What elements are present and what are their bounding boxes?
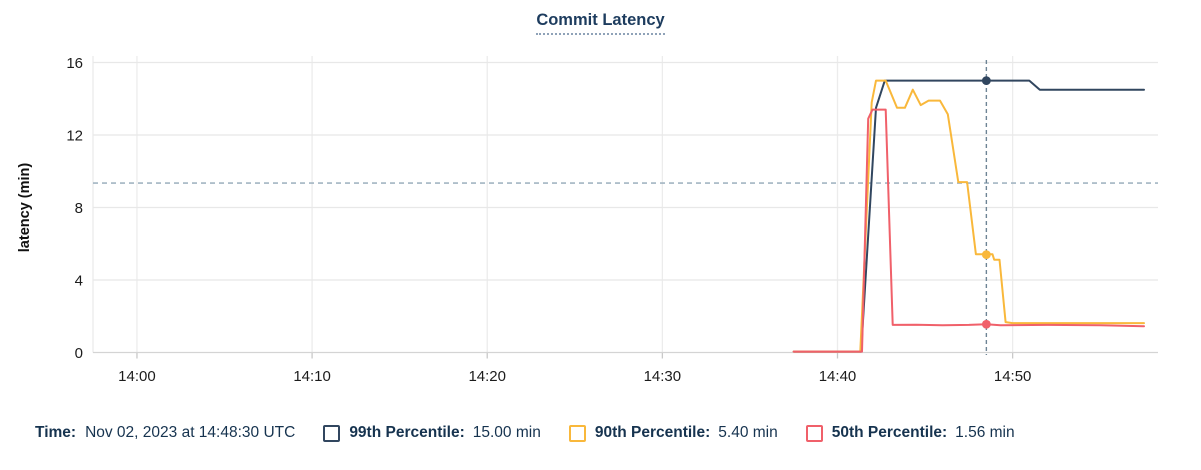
- legend-swatch-90th-icon: [568, 424, 586, 442]
- series-line-50th-percentile: [792, 108, 1145, 353]
- chart-title[interactable]: Commit Latency: [536, 11, 665, 35]
- y-tick-label: 4: [75, 273, 83, 290]
- legend-value-50th: 1.56 min: [955, 424, 1015, 441]
- legend-label-90th: 90th Percentile:: [594, 424, 711, 441]
- y-axis-title: latency (min): [17, 163, 33, 253]
- crosshair-marker-90th-percentile: [981, 250, 991, 260]
- crosshair-marker-50th-percentile: [981, 319, 991, 329]
- x-tick-label: 14:40: [819, 368, 857, 385]
- x-tick-label: 14:50: [994, 368, 1032, 385]
- chart-title-row: Commit Latency: [0, 11, 1201, 35]
- legend-item-90th-percentile[interactable]: 90th Percentile: 5.40 min: [568, 424, 778, 442]
- x-tick-label: 14:20: [468, 368, 506, 385]
- x-tick-label: 14:00: [118, 368, 156, 385]
- legend-value-99th: 15.00 min: [472, 424, 541, 441]
- legend-label-99th: 99th Percentile:: [349, 424, 465, 441]
- legend-swatch-50th-icon: [805, 424, 823, 442]
- y-tick-label: 0: [75, 345, 83, 362]
- y-tick-label: 8: [75, 200, 83, 217]
- legend-time-label: Time:: [35, 424, 77, 441]
- series-line-99th-percentile: [792, 79, 1145, 353]
- y-tick-label: 16: [66, 55, 83, 72]
- legend-swatch-99th-icon: [323, 424, 341, 442]
- legend-time-value: Nov 02, 2023 at 14:48:30 UTC: [85, 424, 296, 441]
- chart-legend: Time: Nov 02, 2023 at 14:48:30 UTC 99th …: [35, 424, 1015, 442]
- x-tick-label: 14:10: [293, 368, 331, 385]
- chart-canvas[interactable]: 14:00 14:10 14:20 14:30 14:40 14:50 0 4 8 12 16 lat…: [0, 0, 1201, 408]
- legend-item-99th-percentile[interactable]: 99th Percentile: 15.00 min: [323, 424, 541, 442]
- legend-label-50th: 50th Percentile:: [831, 424, 948, 441]
- legend-value-90th: 5.40 min: [718, 424, 778, 441]
- legend-time: Time: Nov 02, 2023 at 14:48:30 UTC: [35, 424, 295, 442]
- series-line-90th-percentile: [792, 79, 1145, 353]
- legend-item-50th-percentile[interactable]: 50th Percentile: 1.56 min: [805, 424, 1015, 442]
- x-tick-label: 14:30: [644, 368, 682, 385]
- crosshair-marker-99th-percentile: [981, 76, 991, 86]
- y-tick-label: 12: [66, 128, 83, 145]
